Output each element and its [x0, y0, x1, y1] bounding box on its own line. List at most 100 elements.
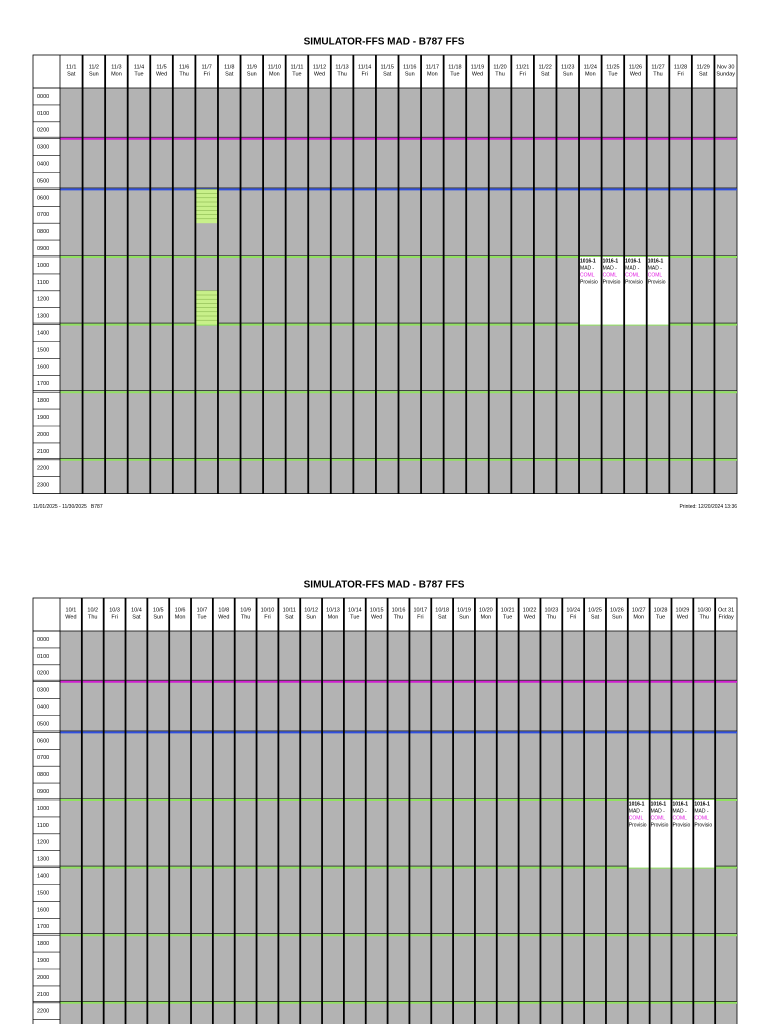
- day-date: 10/6: [175, 607, 186, 613]
- hour-label: 2000: [37, 975, 49, 981]
- hour-label: 0400: [37, 162, 49, 168]
- day-weekday: Wed: [524, 614, 535, 620]
- day-date: 10/10: [261, 607, 275, 613]
- day-date: 10/2: [87, 607, 98, 613]
- day-weekday: Mon: [269, 71, 280, 77]
- day-date: 11/10: [268, 64, 281, 70]
- day-weekday: Wed: [314, 71, 325, 77]
- day-weekday: Sat: [67, 71, 76, 77]
- day-weekday: Thu: [699, 614, 708, 620]
- day-date: 11/6: [179, 64, 189, 70]
- day-date: 10/11: [283, 607, 296, 613]
- booking-text: MAD -: [625, 265, 640, 271]
- hour-label: 1000: [37, 263, 49, 269]
- hour-label: 0500: [37, 721, 49, 727]
- hour-label: 0000: [37, 637, 49, 643]
- day-date: 10/30: [697, 607, 711, 613]
- booking-text: MAD -: [694, 808, 709, 814]
- hour-label: 1500: [37, 890, 49, 896]
- booking-text: 1016-1: [580, 258, 596, 264]
- day-weekday: Thu: [241, 614, 250, 620]
- day-weekday: Sat: [285, 614, 294, 620]
- hour-label: 0800: [37, 229, 49, 235]
- day-date: 11/17: [426, 64, 439, 70]
- booking-text: Provisio: [648, 279, 666, 285]
- day-weekday: Wed: [156, 71, 167, 77]
- hour-label: 0700: [37, 755, 49, 761]
- day-weekday: Fri: [203, 71, 209, 77]
- hour-label: 1200: [37, 297, 49, 303]
- day-date: 10/1: [66, 607, 77, 613]
- day-date: Oct 31: [718, 607, 734, 613]
- booking-text: 1016-1: [648, 258, 664, 264]
- page-title: SIMULATOR-FFS MAD - B787 FFS: [304, 37, 465, 48]
- day-weekday: Thu: [179, 71, 188, 77]
- day-weekday: Wed: [630, 71, 641, 77]
- day-date: 10/5: [153, 607, 164, 613]
- day-date: 10/21: [501, 607, 515, 613]
- day-date: 11/12: [313, 64, 326, 70]
- day-date: 11/26: [629, 64, 642, 70]
- hour-label: 1500: [37, 347, 49, 353]
- day-date: 10/3: [109, 607, 120, 613]
- day-weekday: Wed: [371, 614, 382, 620]
- day-date: 10/9: [240, 607, 251, 613]
- day-weekday: Tue: [350, 614, 359, 620]
- hour-label: 0300: [37, 688, 49, 694]
- day-weekday: Thu: [495, 71, 504, 77]
- hour-label: 0900: [37, 246, 49, 252]
- day-weekday: Wed: [472, 71, 483, 77]
- hour-label: 0600: [37, 738, 49, 744]
- footer-range: 11/01/2025 - 11/30/2025 B787: [33, 504, 103, 510]
- day-weekday: Mon: [328, 614, 339, 620]
- booking-text: 1016-1: [625, 258, 641, 264]
- day-date: 10/27: [632, 607, 646, 613]
- hour-label: 2000: [37, 432, 49, 438]
- day-weekday: Fri: [519, 71, 525, 77]
- day-weekday: Sat: [541, 71, 550, 77]
- hour-label: 2200: [37, 1009, 49, 1015]
- day-weekday: Mon: [585, 71, 596, 77]
- hour-label: 1700: [37, 924, 49, 930]
- day-weekday: Thu: [547, 614, 556, 620]
- booking-text: MAD -: [580, 265, 595, 271]
- day-weekday: Thu: [394, 614, 403, 620]
- booking-text: 1016-1: [603, 258, 619, 264]
- day-date: 11/5: [156, 64, 166, 70]
- day-date: 11/18: [448, 64, 461, 70]
- booking-block: [624, 257, 647, 325]
- booking-text: MAD -: [651, 808, 666, 814]
- hour-label: 1400: [37, 331, 49, 337]
- day-date: 11/15: [381, 64, 394, 70]
- day-date: 11/3: [111, 64, 121, 70]
- hour-label: 0700: [37, 212, 49, 218]
- booking-text: Provisio: [629, 822, 647, 828]
- hour-label: 2200: [37, 466, 49, 472]
- hour-label: 1300: [37, 314, 49, 320]
- hour-label: 1900: [37, 415, 49, 421]
- booking-block: [671, 800, 694, 868]
- hour-label: 2100: [37, 992, 49, 998]
- day-date: 11/9: [247, 64, 257, 70]
- day-weekday: Fri: [111, 614, 117, 620]
- day-weekday: Tue: [503, 614, 512, 620]
- day-weekday: Sun: [563, 71, 573, 77]
- hour-label: 1700: [37, 381, 49, 387]
- day-weekday: Tue: [292, 71, 301, 77]
- day-weekday: Sun: [247, 71, 257, 77]
- day-weekday: Mon: [427, 71, 438, 77]
- day-weekday: Wed: [65, 614, 76, 620]
- hour-label: 1100: [37, 280, 49, 286]
- day-weekday: Thu: [337, 71, 346, 77]
- footer-printed: Printed: 12/20/2024 13:36: [679, 504, 737, 510]
- day-weekday: Sun: [89, 71, 99, 77]
- grid-frame: [32, 597, 738, 1024]
- hour-label: 0100: [37, 654, 49, 660]
- hour-label: 0900: [37, 789, 49, 795]
- day-weekday: Sat: [225, 71, 234, 77]
- day-weekday: Fri: [570, 614, 576, 620]
- booking-text: COML: [629, 815, 644, 821]
- booking-text: COML: [603, 272, 618, 278]
- day-date: 10/18: [435, 607, 449, 613]
- day-weekday: Fri: [677, 71, 683, 77]
